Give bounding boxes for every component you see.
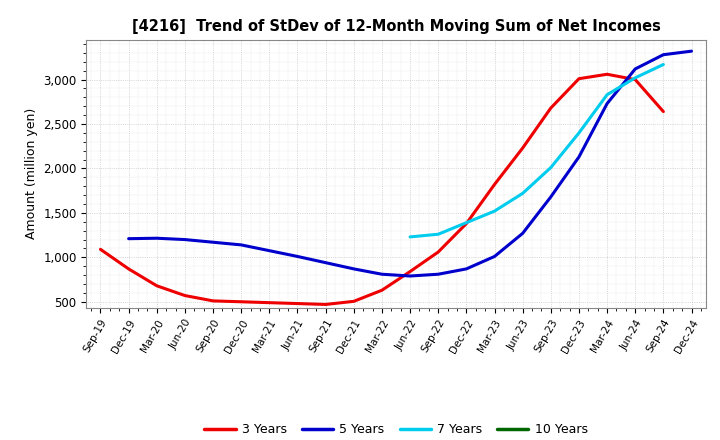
7 Years	[406, 234, 415, 239]
3 Years	[265, 300, 274, 305]
3 Years	[321, 302, 330, 307]
Line: 5 Years: 5 Years	[129, 51, 691, 276]
5 Years	[293, 254, 302, 259]
3 Years	[659, 109, 667, 114]
7 Years	[575, 130, 583, 136]
5 Years	[237, 242, 246, 248]
3 Years	[237, 299, 246, 304]
5 Years	[406, 273, 415, 279]
5 Years	[209, 240, 217, 245]
3 Years	[406, 269, 415, 274]
5 Years	[659, 52, 667, 57]
Line: 7 Years: 7 Years	[410, 65, 663, 237]
3 Years	[575, 76, 583, 81]
3 Years	[546, 106, 555, 111]
7 Years	[462, 220, 471, 225]
5 Years	[321, 260, 330, 265]
5 Years	[687, 48, 696, 54]
5 Years	[462, 266, 471, 271]
5 Years	[434, 271, 443, 277]
5 Years	[631, 66, 639, 72]
3 Years	[209, 298, 217, 304]
7 Years	[603, 92, 611, 97]
Legend: 3 Years, 5 Years, 7 Years, 10 Years: 3 Years, 5 Years, 7 Years, 10 Years	[199, 418, 593, 440]
5 Years	[546, 194, 555, 200]
3 Years	[490, 182, 499, 187]
3 Years	[462, 221, 471, 226]
5 Years	[153, 235, 161, 241]
7 Years	[631, 75, 639, 81]
3 Years	[349, 299, 358, 304]
5 Years	[181, 237, 189, 242]
7 Years	[518, 191, 527, 196]
5 Years	[265, 248, 274, 253]
5 Years	[575, 154, 583, 160]
5 Years	[603, 101, 611, 106]
5 Years	[349, 266, 358, 271]
3 Years	[293, 301, 302, 306]
Title: [4216]  Trend of StDev of 12-Month Moving Sum of Net Incomes: [4216] Trend of StDev of 12-Month Moving…	[132, 19, 660, 34]
7 Years	[490, 209, 499, 214]
3 Years	[631, 77, 639, 82]
3 Years	[518, 145, 527, 150]
5 Years	[490, 254, 499, 259]
3 Years	[434, 249, 443, 255]
Line: 3 Years: 3 Years	[101, 74, 663, 304]
7 Years	[659, 62, 667, 67]
3 Years	[125, 266, 133, 271]
3 Years	[603, 72, 611, 77]
3 Years	[153, 283, 161, 289]
7 Years	[546, 165, 555, 170]
Y-axis label: Amount (million yen): Amount (million yen)	[24, 108, 37, 239]
7 Years	[434, 231, 443, 237]
5 Years	[125, 236, 133, 241]
3 Years	[377, 288, 386, 293]
3 Years	[96, 247, 105, 252]
5 Years	[518, 231, 527, 236]
5 Years	[377, 271, 386, 277]
3 Years	[181, 293, 189, 298]
